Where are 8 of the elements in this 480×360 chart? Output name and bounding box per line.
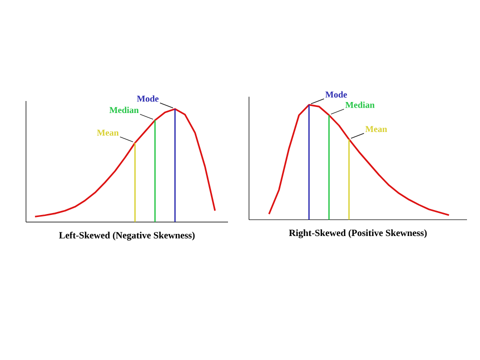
annotation: Median — [345, 102, 375, 108]
x-axis-title: Right-Skewed (Positive Skewness) — [289, 229, 427, 238]
text: Mode — [325, 91, 347, 98]
annotation: Median — [109, 106, 139, 114]
text: Mode — [136, 95, 159, 102]
annotation: Mean — [96, 130, 119, 136]
x-axis-title: Left-Skewed (Negative Skewness) — [59, 232, 195, 240]
annotation: Mean — [365, 126, 388, 132]
